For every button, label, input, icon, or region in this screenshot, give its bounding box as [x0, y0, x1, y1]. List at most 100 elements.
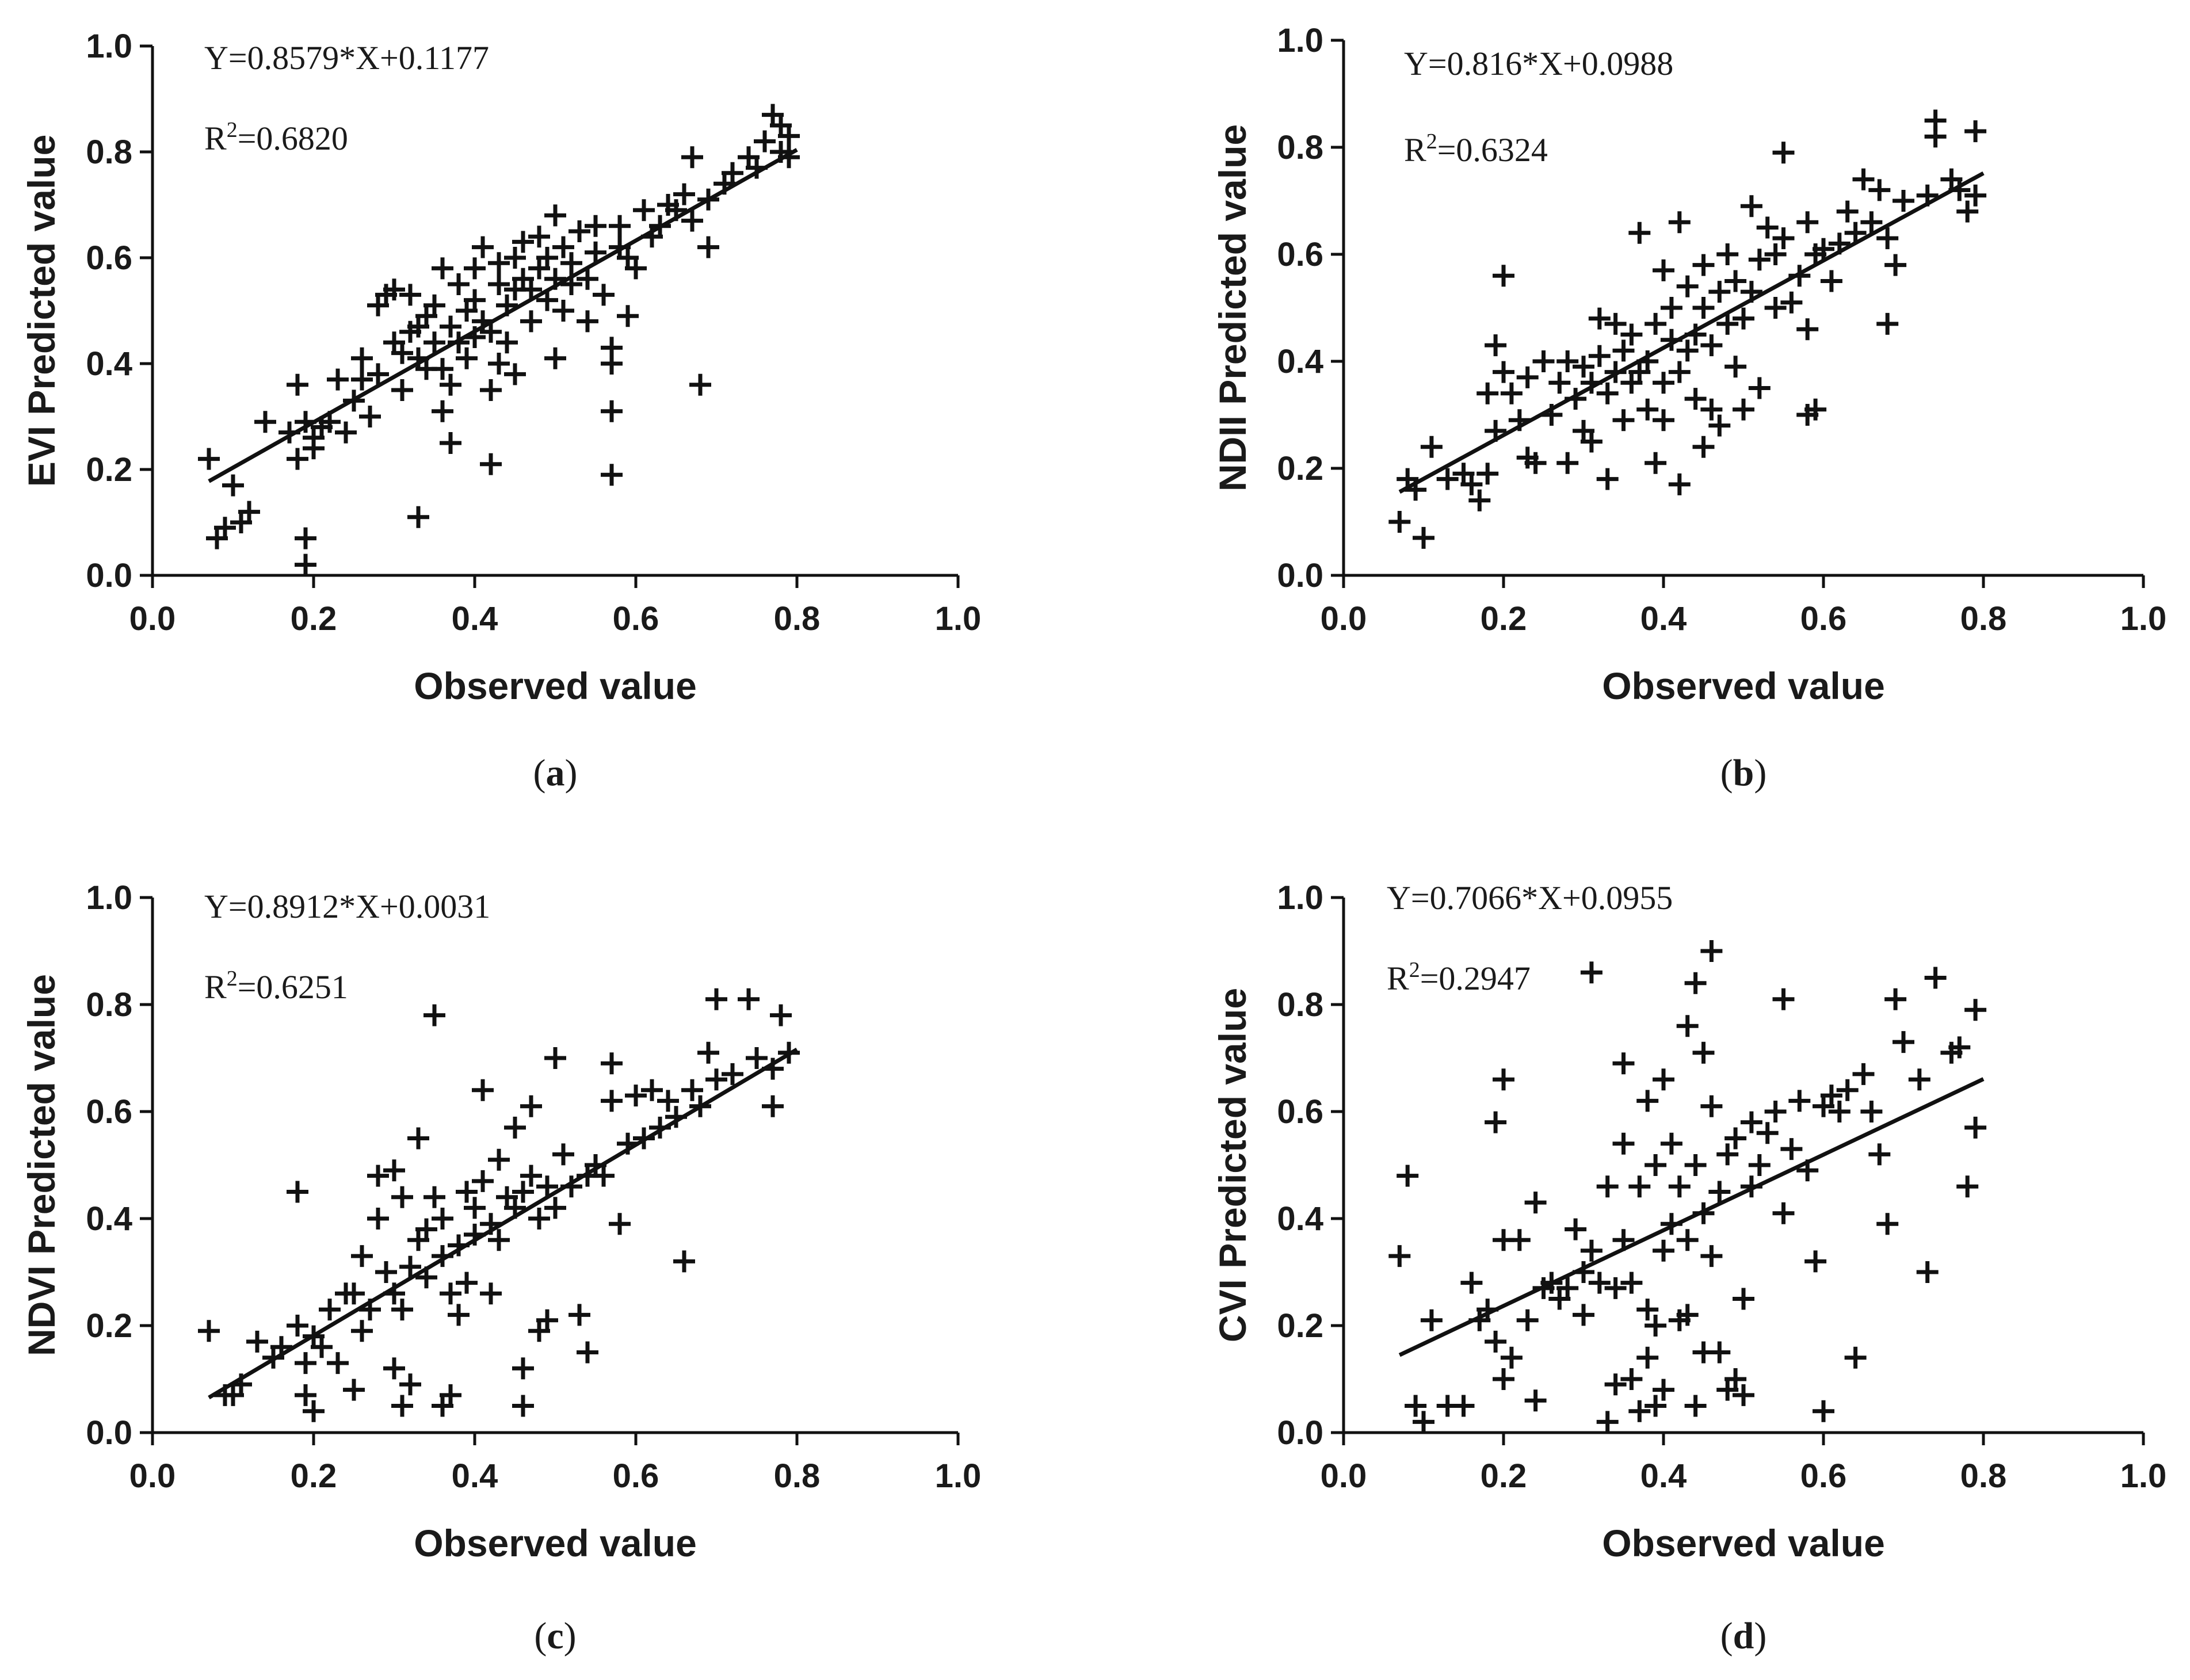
data-point — [762, 1095, 784, 1117]
data-point — [1405, 1395, 1427, 1417]
data-point — [1668, 473, 1691, 495]
data-point — [1636, 1346, 1659, 1369]
data-point — [1588, 1272, 1611, 1294]
data-point — [536, 1309, 558, 1331]
data-point — [504, 363, 526, 385]
data-point — [1724, 1368, 1747, 1390]
data-point — [287, 373, 308, 396]
data-point — [552, 236, 574, 258]
y-tick-label: 0.6 — [86, 1093, 132, 1131]
data-point — [705, 988, 727, 1010]
data-point — [1924, 125, 1947, 148]
data-point — [1612, 409, 1635, 432]
data-point — [270, 1336, 292, 1358]
data-point — [552, 1143, 574, 1166]
data-point — [1588, 307, 1611, 330]
r-squared-value: =0.6251 — [238, 968, 348, 1006]
y-tick-label: 0.8 — [1277, 129, 1323, 166]
data-point — [383, 1282, 405, 1305]
panel-a: 0.0 0.2 0.4 0.6 0.8 1.0 0.0 0.2 0.4 0.6 0.8 1.0 Obse… — [20, 28, 981, 794]
data-point — [1748, 377, 1771, 399]
data-point — [399, 1373, 421, 1396]
y-tick-label: 0.0 — [1277, 1414, 1323, 1452]
data-point — [287, 1315, 308, 1337]
data-point — [367, 1164, 389, 1187]
data-point — [601, 1090, 623, 1112]
data-point — [770, 1004, 792, 1026]
r-squared-exponent: 2 — [1409, 958, 1420, 982]
data-point — [1660, 297, 1682, 319]
data-point — [198, 1320, 220, 1342]
data-point — [303, 1400, 325, 1422]
data-point — [1604, 361, 1627, 383]
data-point — [544, 1197, 566, 1219]
data-point — [722, 162, 743, 184]
x-tick-label: 0.4 — [1640, 1457, 1687, 1495]
data-point — [1532, 350, 1555, 372]
data-point — [504, 1116, 526, 1139]
data-point — [520, 278, 542, 301]
data-point — [480, 1213, 502, 1235]
panel-label: (b) — [1720, 752, 1767, 794]
data-point — [1708, 1181, 1731, 1203]
data-point — [649, 1116, 671, 1139]
data-point — [383, 1159, 405, 1182]
data-point — [593, 1164, 615, 1187]
data-point — [1804, 398, 1827, 421]
data-point — [536, 247, 558, 269]
data-point — [1796, 211, 1819, 234]
data-point — [585, 241, 606, 264]
data-point — [1813, 1400, 1834, 1422]
data-point — [665, 199, 687, 222]
data-point — [407, 1127, 429, 1150]
data-point — [1668, 361, 1691, 383]
data-point — [287, 448, 308, 470]
data-point — [1645, 452, 1667, 474]
data-point — [1524, 1389, 1547, 1412]
y-tick-label: 0.6 — [86, 239, 132, 277]
data-point — [1524, 1192, 1547, 1214]
data-point — [488, 353, 510, 375]
data-point — [1724, 270, 1747, 292]
data-point — [1884, 988, 1907, 1010]
y-axis-title: CVI Predicted value — [1211, 988, 1254, 1342]
r-squared: R2=0.6251 — [204, 967, 348, 1006]
data-point — [222, 474, 244, 497]
data-point — [528, 226, 550, 248]
r-squared-exponent: 2 — [227, 967, 238, 991]
data-point — [1485, 419, 1507, 442]
data-point — [383, 1357, 405, 1380]
data-point — [1397, 1164, 1419, 1187]
data-point — [1580, 961, 1603, 984]
data-point — [1924, 967, 1947, 989]
data-point — [1724, 1127, 1747, 1150]
x-tick-label: 0.2 — [291, 600, 337, 637]
x-tick-label: 1.0 — [2120, 600, 2167, 637]
x-tick-label: 0.0 — [1321, 1457, 1367, 1495]
data-point — [1645, 312, 1667, 335]
data-point — [1692, 297, 1715, 319]
r-squared-value: =0.6324 — [1437, 131, 1548, 169]
data-point — [480, 453, 502, 475]
data-point — [1485, 1330, 1507, 1353]
r-squared-value: =0.6820 — [238, 120, 348, 157]
r-squared-symbol: R — [204, 968, 227, 1006]
data-point — [1893, 1031, 1914, 1053]
data-point — [609, 215, 631, 237]
data-point — [512, 1357, 534, 1380]
data-point — [1764, 243, 1787, 265]
data-point — [577, 310, 598, 333]
y-tick-label: 0.6 — [1277, 236, 1323, 273]
x-tick-label: 0.4 — [1640, 600, 1687, 637]
data-point — [1708, 281, 1731, 303]
data-point — [1772, 1202, 1795, 1224]
data-point — [1460, 473, 1483, 495]
data-point — [319, 1299, 341, 1321]
data-point — [544, 347, 566, 369]
data-point — [295, 411, 316, 433]
data-point — [697, 1041, 719, 1064]
data-point — [351, 368, 373, 391]
data-point — [480, 1282, 502, 1305]
data-point — [1540, 404, 1563, 426]
x-tick-label: 0.6 — [613, 600, 659, 637]
